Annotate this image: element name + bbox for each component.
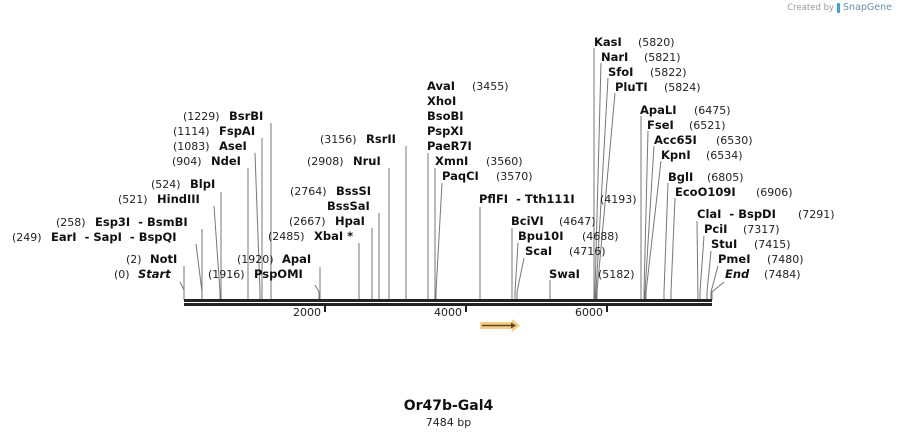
site-ndei[interactable]: (904) NdeI [172, 150, 241, 169]
site-stui[interactable]: StuI (7415) [711, 233, 791, 252]
tick-mark [606, 306, 608, 312]
tick-label: 4000 [434, 306, 462, 319]
snapgene-credit: Created by SnapGene [787, 2, 892, 13]
site-esp3i[interactable]: (258) Esp3I - BsmBI [0, 0, 213, 230]
site-xbai[interactable]: (2485) XbaI * [268, 225, 353, 244]
site-xhoi[interactable]: XhoI [427, 94, 456, 108]
site-acc65i[interactable]: Acc65I (6530) [654, 129, 753, 148]
site-start[interactable]: (0) Start [114, 263, 171, 282]
site-bsobi[interactable]: BsoBI [427, 109, 464, 123]
site-pmei[interactable]: PmeI (7480) [718, 248, 804, 267]
site-pspomi[interactable]: (1916) PspOMI [208, 263, 303, 282]
site-bsrbi[interactable]: (1229) BsrBI [183, 105, 263, 124]
site-eari[interactable]: (249) EarI - SapI - BspQI [0, 0, 202, 245]
site-scai[interactable]: ScaI (4716) [525, 240, 606, 259]
leader-lines [179, 48, 725, 301]
site-apai[interactable]: (1920) ApaI [237, 248, 311, 267]
site-end[interactable]: End (7484) [725, 263, 801, 282]
site-ecoo109i[interactable]: EcoO109I (6906) [675, 181, 793, 200]
site-bpu10i[interactable]: Bpu10I (4688) [518, 225, 619, 244]
site-fspai[interactable]: (1114) FspAI [173, 120, 255, 139]
tick-mark [465, 306, 467, 312]
site-swai[interactable]: SwaI (5182) [549, 263, 635, 282]
site-paqci[interactable]: PaqCI (3570) [442, 165, 533, 184]
site-pluti[interactable]: PluTI (5824) [615, 76, 701, 95]
tick-mark [324, 306, 326, 312]
site-paer7i[interactable]: PaeR7I [427, 139, 472, 153]
site-pspxi[interactable]: PspXI [427, 124, 463, 138]
site-blpi[interactable]: (524) BlpI [151, 173, 215, 192]
backbone-top-strand [184, 299, 712, 302]
backbone-bottom-strand [184, 303, 712, 306]
site-sfoi[interactable]: SfoI (5822) [608, 61, 687, 80]
site-fsei[interactable]: FseI (6521) [647, 114, 726, 133]
site-bsssai[interactable]: BssSaI [327, 199, 370, 213]
map-title: Or47b-Gal4 [403, 398, 494, 414]
site-hindiii[interactable]: (521) HindIII [118, 188, 200, 207]
site-noti[interactable]: (2) NotI [126, 248, 177, 267]
site-bsssi[interactable]: (2764) BssSI [290, 180, 371, 199]
site-asei[interactable]: (1083) AseI [173, 135, 247, 154]
site-clai[interactable]: ClaI - BspDI (7291) [0, 0, 860, 222]
feature-arrow[interactable] [480, 319, 520, 332]
site-avai[interactable]: AvaI (3455) [427, 75, 509, 94]
site-apali[interactable]: ApaLI (6475) [640, 99, 731, 118]
tick-label: 6000 [575, 306, 603, 319]
site-labels: (0) Start (2) NotI (249) EarI - SapI - B… [0, 0, 860, 282]
ruler: 2000 4000 6000 [293, 306, 608, 319]
site-nrui[interactable]: (2908) NruI [307, 150, 381, 169]
credit-prefix: Created by [787, 2, 835, 13]
site-nari[interactable]: NarI (5821) [601, 46, 681, 65]
credit-brand: SnapGene [843, 2, 892, 13]
site-rsrii[interactable]: (3156) RsrII [320, 128, 396, 147]
site-pcii[interactable]: PciI (7317) [704, 218, 780, 237]
site-kpni[interactable]: KpnI (6534) [661, 144, 743, 163]
site-xmni[interactable]: XmnI (3560) [435, 150, 523, 169]
site-kasi[interactable]: KasI (5820) [594, 31, 675, 50]
site-bgli[interactable]: BglI (6805) [668, 166, 744, 185]
snapgene-logo-icon [837, 2, 841, 13]
tick-label: 2000 [293, 306, 321, 319]
site-bcivi[interactable]: BciVI (4647) [511, 210, 596, 229]
map-length: 7484 bp [425, 416, 472, 429]
site-hpai[interactable]: (2667) HpaI [289, 210, 365, 229]
site-pflfi[interactable]: PflFI - Tth111I (4193) [0, 0, 662, 207]
